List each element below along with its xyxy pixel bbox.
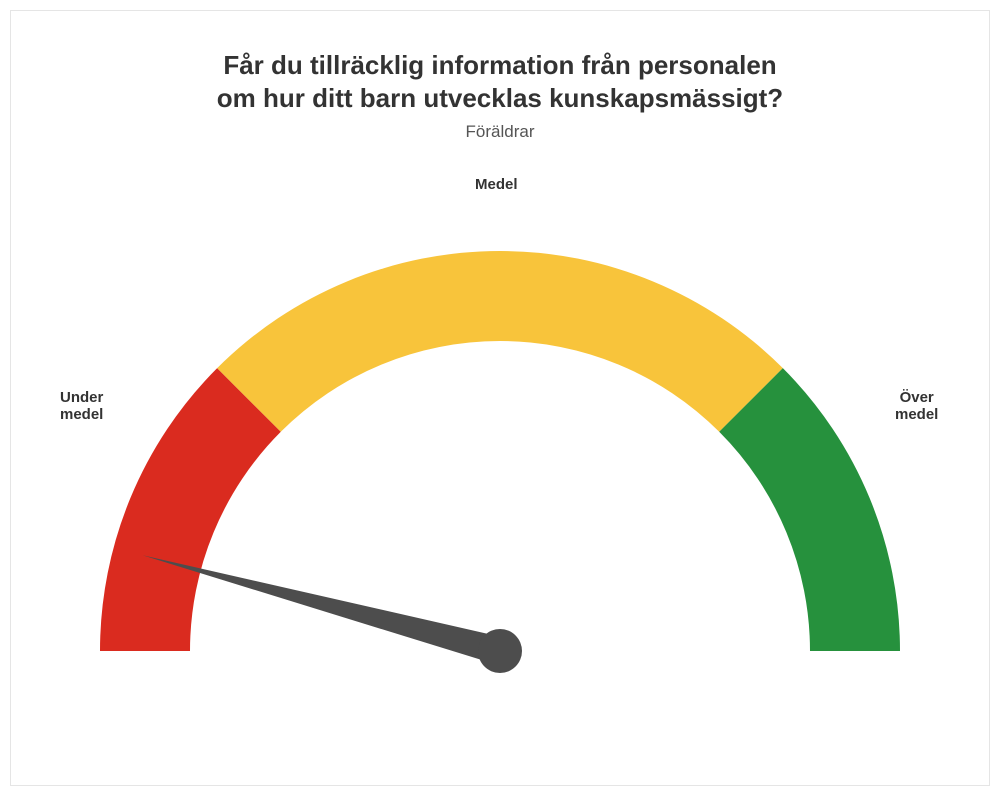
gauge-segment-2 bbox=[719, 368, 900, 651]
title-block: Får du tillräcklig information från pers… bbox=[11, 49, 989, 142]
gauge-segment-label-1: Medel bbox=[475, 176, 518, 193]
gauge-segment-0 bbox=[100, 368, 281, 651]
gauge-chart: Under medel Medel Över medel bbox=[50, 171, 950, 731]
gauge-segment-label-2: Över medel bbox=[895, 389, 938, 424]
gauge-svg bbox=[50, 171, 950, 731]
chart-title: Får du tillräcklig information från pers… bbox=[11, 49, 989, 114]
chart-subtitle: Föräldrar bbox=[11, 122, 989, 142]
chart-frame: Får du tillräcklig information från pers… bbox=[10, 10, 990, 786]
gauge-pivot bbox=[478, 629, 522, 673]
gauge-segment-1 bbox=[217, 251, 783, 432]
gauge-needle bbox=[143, 555, 504, 664]
gauge-segment-label-0: Under medel bbox=[60, 389, 103, 424]
